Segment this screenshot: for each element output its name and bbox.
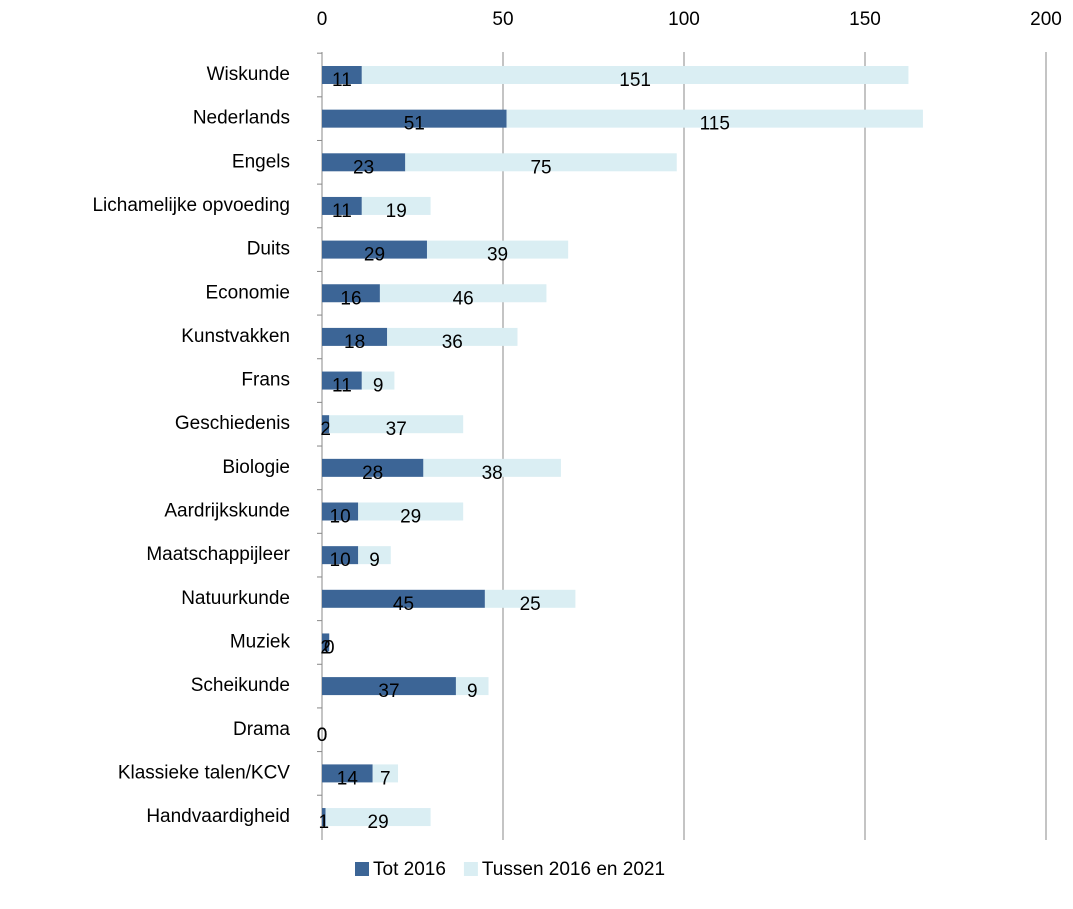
- bar: [361, 196, 431, 215]
- data-label: 0: [317, 725, 328, 746]
- bar: [322, 66, 362, 84]
- legend-swatch: [463, 862, 478, 876]
- bar: [322, 546, 359, 565]
- bar: [379, 284, 547, 303]
- data-label: 23: [353, 157, 374, 178]
- data-label: 25: [520, 594, 541, 615]
- data-label: 11: [332, 376, 352, 397]
- y-tick-label: Engels: [232, 151, 290, 172]
- y-tick-label: Wiskunde: [207, 64, 290, 85]
- y-tick-label: Lichamelijke opvoeding: [92, 195, 290, 216]
- y-tick-label: Klassieke talen/KCV: [118, 762, 290, 783]
- bar: [484, 589, 576, 608]
- data-label: 29: [364, 245, 385, 266]
- data-label: 14: [337, 768, 359, 789]
- y-tick-label: Kunstvakken: [181, 326, 290, 347]
- y-tick-label: Nederlands: [193, 108, 290, 129]
- data-label: 19: [386, 201, 407, 222]
- data-label: 9: [467, 681, 478, 702]
- data-label: 7: [380, 768, 391, 789]
- data-label: 0: [324, 637, 335, 658]
- data-label: 0: [317, 725, 328, 746]
- data-label: 11: [332, 201, 352, 222]
- bar: [426, 240, 569, 259]
- bar: [455, 677, 489, 696]
- y-tick-label: Duits: [247, 239, 290, 260]
- y-tick-label: Maatschappijleer: [146, 544, 290, 565]
- data-label: 39: [487, 245, 508, 266]
- x-tick-label: 100: [668, 9, 700, 30]
- bar: [387, 327, 518, 346]
- data-label: 75: [530, 157, 551, 178]
- bar: [372, 764, 399, 783]
- data-label: 151: [619, 70, 651, 91]
- y-tick-label: Handvaardigheid: [146, 806, 290, 827]
- data-label: 37: [386, 419, 407, 440]
- y-tick-label: Scheikunde: [191, 675, 290, 696]
- data-label: 2: [320, 419, 331, 440]
- bar: [325, 808, 431, 827]
- data-label: 28: [362, 463, 383, 484]
- bar: [322, 371, 362, 390]
- y-tick-label: Geschiedenis: [175, 413, 290, 434]
- bar: [322, 458, 424, 477]
- data-label: 38: [482, 463, 503, 484]
- y-tick-label: Aardrijkskunde: [164, 501, 290, 522]
- legend-label: Tussen 2016 en 2021: [482, 859, 665, 880]
- data-label: 29: [400, 507, 421, 528]
- x-tick-label: 200: [1030, 9, 1062, 30]
- bar: [423, 458, 561, 477]
- x-tick-label: 50: [492, 9, 513, 30]
- y-tick-label: Drama: [233, 719, 290, 740]
- data-label: 51: [404, 114, 425, 135]
- bar: [361, 371, 395, 390]
- data-label: 9: [373, 376, 384, 397]
- data-label: 36: [442, 332, 463, 353]
- data-label: 1: [319, 812, 330, 833]
- bar: [329, 415, 464, 434]
- bar: [322, 764, 373, 783]
- bar: [358, 502, 464, 521]
- bar: [322, 808, 326, 827]
- y-tick-label: Biologie: [222, 457, 290, 478]
- data-label: 9: [369, 550, 380, 571]
- bar: [322, 633, 330, 652]
- data-label: 2: [320, 637, 331, 658]
- bar: [322, 327, 388, 346]
- bar: [322, 589, 485, 608]
- data-label: 115: [700, 114, 730, 135]
- data-label: 46: [453, 288, 474, 309]
- bar: [322, 196, 362, 215]
- y-tick-label: Frans: [241, 370, 290, 391]
- bar: [361, 66, 909, 84]
- bar: [322, 284, 380, 303]
- data-label: 16: [340, 288, 361, 309]
- y-tick-label: Economie: [206, 282, 291, 303]
- bar: [322, 502, 359, 521]
- y-tick-label: Natuurkunde: [181, 588, 290, 609]
- bar: [506, 109, 923, 128]
- data-label: 45: [393, 594, 414, 615]
- data-label: 37: [378, 681, 399, 702]
- data-label: 10: [330, 550, 351, 571]
- x-tick-label: 0: [317, 9, 328, 30]
- bar: [405, 153, 677, 172]
- bar: [358, 546, 391, 565]
- data-label: 18: [344, 332, 365, 353]
- y-tick-label: Muziek: [230, 631, 291, 652]
- data-label: 10: [330, 507, 351, 528]
- data-label: 29: [368, 812, 389, 833]
- data-label: 11: [332, 70, 352, 91]
- legend-swatch: [355, 862, 369, 876]
- bar: [322, 109, 507, 128]
- bar: [322, 415, 330, 434]
- bar: [322, 153, 406, 172]
- legend-label: Tot 2016: [373, 859, 446, 880]
- bar: [322, 240, 427, 259]
- bar: [322, 677, 456, 696]
- x-tick-label: 150: [849, 9, 881, 30]
